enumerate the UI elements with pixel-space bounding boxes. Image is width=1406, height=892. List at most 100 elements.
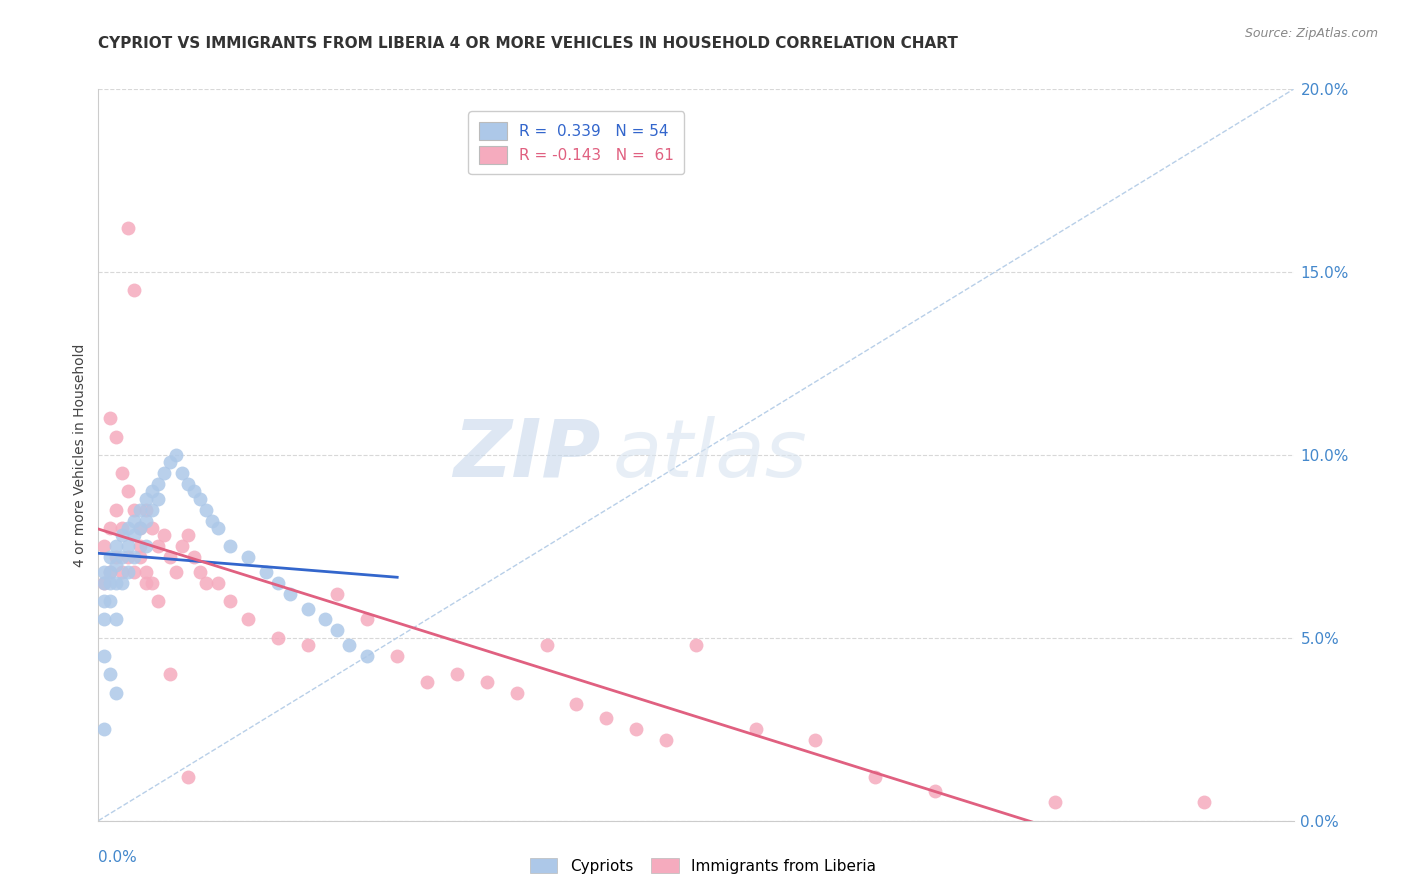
Immigrants from Liberia [100,521,122,535]
Cypriots [219,539,242,553]
Cypriots [141,502,163,516]
Cypriots [117,565,139,579]
Immigrants from Liberia [105,430,128,444]
Immigrants from Liberia [177,770,200,784]
Cypriots [297,601,319,615]
Immigrants from Liberia [135,565,157,579]
Cypriots [100,667,122,681]
Cypriots [188,491,211,506]
Immigrants from Liberia [356,613,378,627]
Cypriots [177,477,200,491]
Cypriots [105,613,128,627]
Cypriots [93,565,115,579]
Immigrants from Liberia [159,667,181,681]
Immigrants from Liberia [129,521,152,535]
Immigrants from Liberia [148,594,170,608]
Cypriots [135,514,157,528]
Cypriots [105,539,128,553]
Immigrants from Liberia [141,521,163,535]
Immigrants from Liberia [117,550,139,565]
Cypriots [100,565,122,579]
Cypriots [111,576,134,591]
Cypriots [105,558,128,572]
Legend: R =  0.339   N = 54, R = -0.143   N =  61: R = 0.339 N = 54, R = -0.143 N = 61 [468,112,685,174]
Immigrants from Liberia [93,539,115,553]
Immigrants from Liberia [595,711,617,725]
Immigrants from Liberia [100,565,122,579]
Cypriots [93,594,115,608]
Immigrants from Liberia [804,733,827,747]
Immigrants from Liberia [141,576,163,591]
Cypriots [93,649,115,664]
Immigrants from Liberia [105,550,128,565]
Immigrants from Liberia [135,502,157,516]
Immigrants from Liberia [1192,796,1215,810]
Immigrants from Liberia [124,565,146,579]
Cypriots [148,491,170,506]
Immigrants from Liberia [416,674,439,689]
Text: Source: ZipAtlas.com: Source: ZipAtlas.com [1244,27,1378,40]
Cypriots [207,521,229,535]
Immigrants from Liberia [267,631,290,645]
Legend: Cypriots, Immigrants from Liberia: Cypriots, Immigrants from Liberia [524,852,882,880]
Cypriots [172,466,194,480]
Cypriots [105,576,128,591]
Cypriots [135,491,157,506]
Cypriots [117,539,139,553]
Immigrants from Liberia [626,723,648,737]
Immigrants from Liberia [129,550,152,565]
Immigrants from Liberia [236,613,259,627]
Immigrants from Liberia [172,539,194,553]
Text: ZIP: ZIP [453,416,600,494]
Immigrants from Liberia [129,539,152,553]
Cypriots [148,477,170,491]
Cypriots [93,576,115,591]
Immigrants from Liberia [475,674,498,689]
Cypriots [315,613,337,627]
Cypriots [141,484,163,499]
Cypriots [100,594,122,608]
Cypriots [93,723,115,737]
Immigrants from Liberia [159,550,181,565]
Immigrants from Liberia [111,565,134,579]
Immigrants from Liberia [385,649,409,664]
Text: 0.0%: 0.0% [98,850,138,865]
Cypriots [267,576,290,591]
Cypriots [117,521,139,535]
Immigrants from Liberia [685,638,707,652]
Cypriots [254,565,277,579]
Immigrants from Liberia [165,565,187,579]
Immigrants from Liberia [195,576,218,591]
Text: CYPRIOT VS IMMIGRANTS FROM LIBERIA 4 OR MORE VEHICLES IN HOUSEHOLD CORRELATION C: CYPRIOT VS IMMIGRANTS FROM LIBERIA 4 OR … [98,36,959,51]
Y-axis label: 4 or more Vehicles in Household: 4 or more Vehicles in Household [73,343,87,566]
Immigrants from Liberia [219,594,242,608]
Immigrants from Liberia [924,784,946,798]
Immigrants from Liberia [111,466,134,480]
Immigrants from Liberia [183,550,205,565]
Immigrants from Liberia [565,697,588,711]
Immigrants from Liberia [93,576,115,591]
Cypriots [326,624,349,638]
Cypriots [111,550,134,565]
Cypriots [111,528,134,542]
Cypriots [153,466,176,480]
Immigrants from Liberia [655,733,678,747]
Immigrants from Liberia [135,576,157,591]
Cypriots [236,550,259,565]
Text: atlas: atlas [613,416,807,494]
Immigrants from Liberia [297,638,319,652]
Immigrants from Liberia [148,539,170,553]
Cypriots [100,550,122,565]
Cypriots [356,649,378,664]
Immigrants from Liberia [1043,796,1066,810]
Cypriots [93,613,115,627]
Cypriots [129,502,152,516]
Cypriots [124,514,146,528]
Cypriots [124,550,146,565]
Immigrants from Liberia [446,667,468,681]
Cypriots [100,576,122,591]
Cypriots [124,528,146,542]
Immigrants from Liberia [105,502,128,516]
Immigrants from Liberia [153,528,176,542]
Cypriots [339,638,360,652]
